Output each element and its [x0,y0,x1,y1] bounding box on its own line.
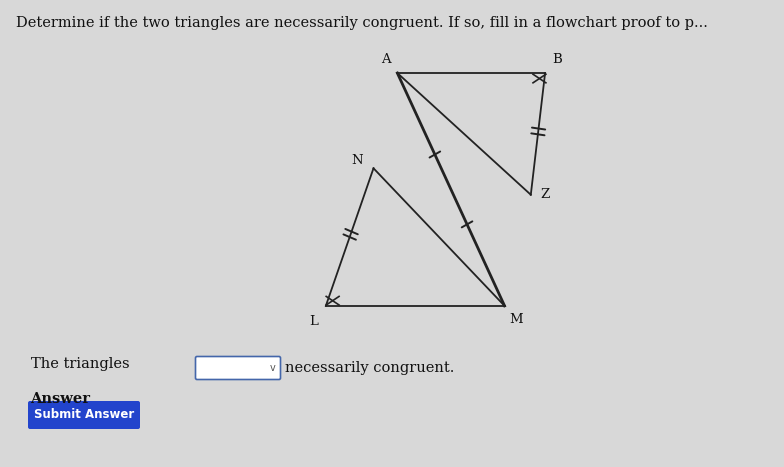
FancyBboxPatch shape [195,356,281,380]
Text: B: B [552,53,562,66]
Text: Z: Z [540,188,550,201]
Text: A: A [380,53,390,66]
Text: The triangles: The triangles [31,357,130,371]
Text: Answer: Answer [30,392,90,406]
Text: v: v [270,363,276,373]
Text: Determine if the two triangles are necessarily congruent. If so, fill in a flowc: Determine if the two triangles are neces… [16,16,707,30]
Text: N: N [351,154,363,167]
Text: necessarily congruent.: necessarily congruent. [285,361,455,375]
Text: L: L [310,315,318,328]
FancyBboxPatch shape [28,401,140,429]
Text: Submit Answer: Submit Answer [34,409,134,422]
Text: M: M [510,312,523,325]
